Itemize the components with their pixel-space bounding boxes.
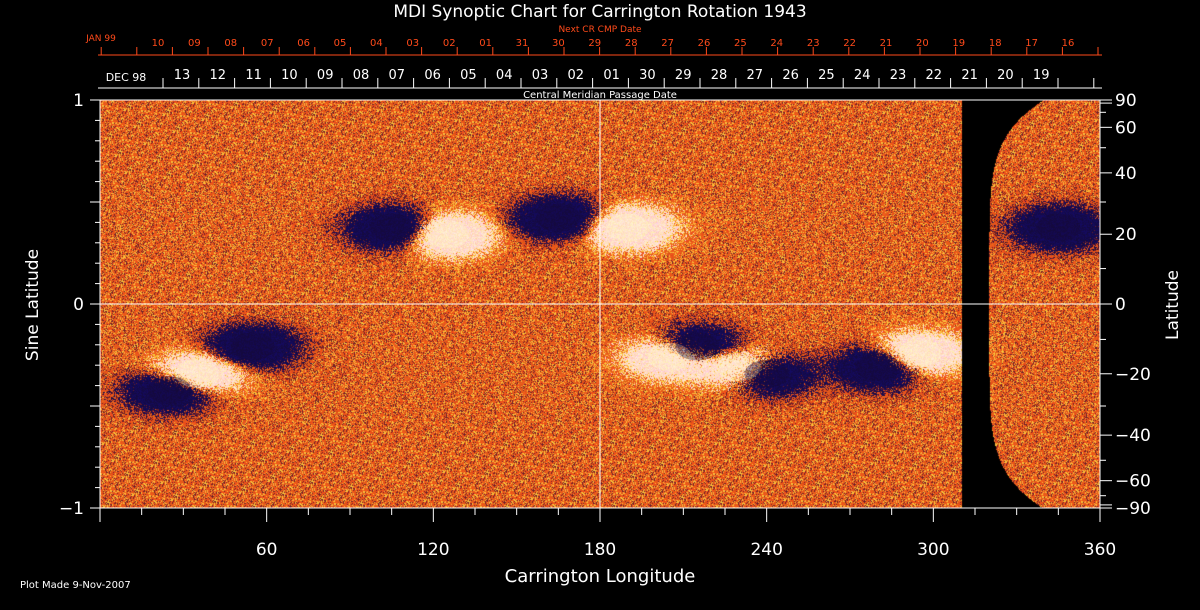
top-date-label: 30 xyxy=(552,38,565,49)
top-date-label: 01 xyxy=(479,38,492,49)
y-right-tick-label: −60 xyxy=(1115,472,1151,492)
top-date-label: 05 xyxy=(334,38,347,49)
cmp-date-label: 04 xyxy=(496,68,513,83)
cmp-date-label: 09 xyxy=(317,68,334,83)
top-date-label: 22 xyxy=(843,38,856,49)
top-date-label: 03 xyxy=(406,38,419,49)
x-tick-label: 120 xyxy=(417,540,449,560)
top-date-label: 07 xyxy=(261,38,274,49)
top-axis-title: Next CR CMP Date xyxy=(558,25,642,35)
chart-title: MDI Synoptic Chart for Carrington Rotati… xyxy=(393,2,806,22)
top-date-label: 08 xyxy=(224,38,237,49)
top-axis-start-label: JAN 99 xyxy=(85,34,116,44)
cmp-date-label: 10 xyxy=(281,68,298,83)
cmp-date-label: 26 xyxy=(782,68,799,83)
region-positive-mark xyxy=(605,213,650,242)
top-date-label: 31 xyxy=(516,38,529,49)
middle-axis-start-label: DEC 98 xyxy=(106,71,147,84)
top-date-label: 04 xyxy=(370,38,383,49)
x-tick-label: 240 xyxy=(750,540,782,560)
region-negative-mark xyxy=(536,203,581,232)
cmp-date-label: 05 xyxy=(460,68,477,83)
top-date-label: 26 xyxy=(698,38,711,49)
top-date-label: 27 xyxy=(661,38,674,49)
bottom-axis-title: Central Meridian Passage Date xyxy=(523,90,677,101)
cmp-date-label: 08 xyxy=(353,68,370,83)
top-date-label: 18 xyxy=(989,38,1002,49)
region-negative-mark xyxy=(855,353,900,382)
y-right-tick-label: −20 xyxy=(1115,365,1151,385)
y-right-tick-label: 60 xyxy=(1115,118,1137,138)
cmp-date-label: 20 xyxy=(997,68,1014,83)
axes-layer: 60 120 180 240 300 36010−1906040200−20−40−60−… xyxy=(59,38,1151,560)
y-right-tick-label: −40 xyxy=(1115,426,1151,446)
y-left-tick-label: 0 xyxy=(73,295,84,315)
top-date-label: 19 xyxy=(952,38,965,49)
y-left-tick-label: −1 xyxy=(59,499,84,519)
cmp-date-label: 28 xyxy=(711,68,728,83)
cmp-date-label: 12 xyxy=(210,68,227,83)
cmp-date-label: 29 xyxy=(675,68,692,83)
top-date-label: 23 xyxy=(807,38,820,49)
top-date-label: 28 xyxy=(625,38,638,49)
region-negative-mark xyxy=(1036,213,1081,242)
top-date-label: 29 xyxy=(588,38,601,49)
x-tick-label: 180 xyxy=(584,540,616,560)
cmp-date-label: 13 xyxy=(174,68,191,83)
region-positive-mark xyxy=(425,220,470,249)
cmp-date-label: 21 xyxy=(961,68,978,83)
cmp-date-label: 07 xyxy=(389,68,406,83)
cmp-date-label: 01 xyxy=(603,68,620,83)
plot-made-note: Plot Made 9-Nov-2007 xyxy=(20,580,131,591)
cmp-date-label: 24 xyxy=(854,68,871,83)
top-date-label: 24 xyxy=(770,38,783,49)
top-date-label: 10 xyxy=(152,38,165,49)
cmp-date-label: 06 xyxy=(424,68,441,83)
region-negative-mark xyxy=(744,359,789,388)
cmp-date-label: 03 xyxy=(532,68,549,83)
cmp-date-label: 25 xyxy=(818,68,835,83)
y-right-tick-label: 20 xyxy=(1115,225,1137,245)
y-right-tick-label: 90 xyxy=(1115,91,1137,111)
top-date-label: 06 xyxy=(297,38,310,49)
x-tick-label: 60 xyxy=(256,540,278,560)
region-positive-mark xyxy=(897,339,942,368)
top-date-label: 25 xyxy=(734,38,747,49)
cmp-date-label: 22 xyxy=(926,68,943,83)
y-right-tick-label: −90 xyxy=(1115,499,1151,519)
y-right-tick-label: 0 xyxy=(1115,295,1126,315)
x-tick-label: 300 xyxy=(917,540,949,560)
region-negative-mark xyxy=(147,376,192,405)
cmp-date-label: 02 xyxy=(568,68,585,83)
region-negative-mark xyxy=(675,332,720,361)
cmp-date-label: 27 xyxy=(747,68,764,83)
region-negative-mark xyxy=(230,332,275,361)
cmp-date-label: 23 xyxy=(890,68,907,83)
x-axis-label: Carrington Longitude xyxy=(505,566,696,587)
y-axis-left-label: Sine Latitude xyxy=(23,249,43,361)
region-positive-mark xyxy=(175,359,220,388)
region-positive-mark xyxy=(647,342,692,371)
cmp-date-label: 11 xyxy=(245,68,262,83)
top-date-label: 02 xyxy=(443,38,456,49)
region-positive-mark xyxy=(716,353,761,382)
cmp-date-label: 30 xyxy=(639,68,656,83)
x-tick-label: 360 xyxy=(1084,540,1116,560)
top-date-label: 21 xyxy=(880,38,893,49)
top-date-label: 16 xyxy=(1062,38,1075,49)
top-date-label: 20 xyxy=(916,38,929,49)
cmp-date-label: 19 xyxy=(1033,68,1050,83)
top-date-label: 09 xyxy=(188,38,201,49)
y-right-tick-label: 40 xyxy=(1115,164,1137,184)
y-axis-right-label: Latitude xyxy=(1163,270,1183,340)
region-negative-mark xyxy=(369,213,414,242)
y-left-tick-label: 1 xyxy=(73,91,84,111)
top-date-label: 17 xyxy=(1025,38,1038,49)
